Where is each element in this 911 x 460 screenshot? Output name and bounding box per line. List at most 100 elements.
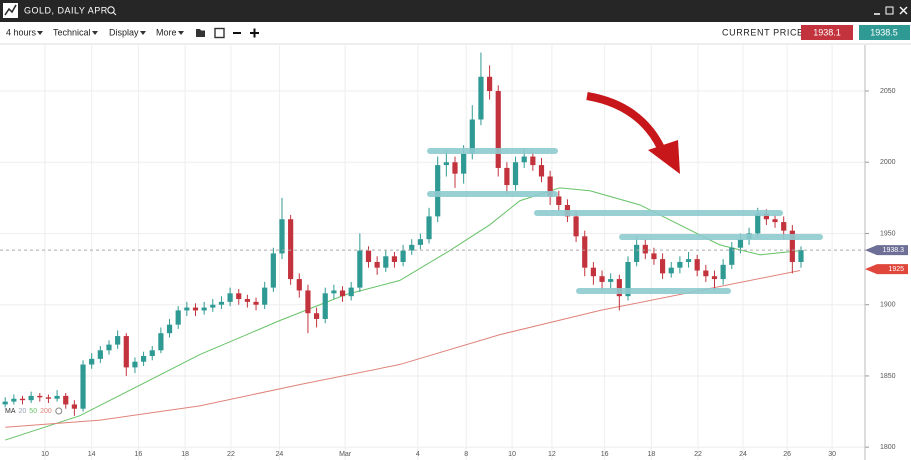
x-tick-label: 10 (508, 451, 516, 458)
candle-body (132, 361, 138, 368)
candle-body (573, 216, 579, 237)
caret (92, 31, 98, 35)
ma-legend-item: 50 (29, 408, 37, 415)
candle-body (435, 165, 441, 217)
candle-body (755, 213, 761, 234)
candle-body (720, 264, 726, 280)
zoom-in[interactable] (250, 28, 259, 38)
candle-body (322, 293, 328, 319)
candle-body (599, 276, 605, 282)
save-icon[interactable] (214, 27, 225, 39)
x-tick-label: 4 (416, 451, 420, 458)
candle-body (262, 287, 268, 305)
candle-body (504, 167, 510, 186)
x-tick-label: 18 (647, 451, 655, 458)
ma-legend-item: MA (5, 408, 16, 415)
candle-body (556, 196, 562, 205)
price-tag (865, 245, 908, 256)
candle-body (737, 239, 744, 248)
candle-body (443, 162, 449, 166)
x-tick-label: 22 (694, 451, 702, 458)
candle-body (166, 324, 173, 334)
candle-body (461, 153, 467, 174)
x-tick-label: 24 (275, 451, 283, 458)
menu-item[interactable]: Display (109, 27, 139, 37)
bid-box[interactable] (801, 25, 853, 40)
candle-body (772, 219, 778, 223)
caret (178, 31, 184, 35)
x-tick-label: Mar (339, 451, 352, 458)
candle-body (244, 299, 250, 302)
candle-body (798, 250, 804, 262)
candle-body (365, 250, 372, 262)
candle-body (296, 279, 302, 291)
candle-body (149, 350, 155, 356)
candle-body (512, 162, 519, 186)
candle-body (158, 333, 164, 351)
support-resistance-levels (427, 148, 823, 294)
candle-body (729, 247, 735, 265)
candle-body (227, 293, 233, 302)
candle-body (253, 301, 259, 305)
moving-average-line (5, 187, 801, 441)
candle-body (19, 398, 26, 401)
y-tick-label: 2000 (880, 159, 896, 166)
candle-body (625, 261, 631, 297)
candle-body (140, 356, 147, 362)
x-tick-label: 14 (88, 451, 96, 458)
candle-body (313, 313, 320, 319)
candle-body (685, 259, 692, 262)
search-icon[interactable] (107, 6, 115, 14)
toolbar (0, 22, 911, 44)
candle-body (608, 279, 614, 282)
close-button[interactable] (899, 6, 908, 15)
candle-body (582, 236, 588, 268)
candle-body (763, 213, 769, 220)
ma-legend-item: 200 (40, 408, 52, 415)
candle-body (175, 310, 181, 325)
candle-body (651, 253, 657, 260)
candle-body (409, 244, 415, 251)
menu-item[interactable]: Technical (53, 27, 91, 37)
y-tick-label: 1800 (880, 444, 896, 451)
bid-price: 1938.1 (813, 27, 841, 37)
x-tick-label: 10 (41, 451, 49, 458)
candle-body (478, 76, 484, 120)
candle-body (694, 259, 700, 271)
candle-body (201, 307, 207, 311)
candle-body (339, 290, 346, 297)
y-tick-label: 1850 (880, 373, 896, 380)
ma-settings[interactable] (55, 407, 63, 415)
menu-item[interactable]: More (156, 27, 177, 37)
x-tick-label: 18 (181, 451, 189, 458)
caret (37, 31, 43, 35)
candle-body (452, 162, 458, 174)
maximize-button[interactable] (885, 6, 894, 15)
logo-mark (4, 4, 17, 16)
candle-body (383, 256, 389, 268)
candle-body (123, 336, 129, 368)
y-tick-label: 1900 (880, 302, 896, 309)
candle-body (80, 364, 86, 409)
candle-body (400, 250, 406, 262)
x-tick-label: 24 (739, 451, 747, 458)
candle-body (288, 219, 294, 280)
candle-body (374, 261, 380, 268)
candle-body (417, 239, 423, 245)
caret (140, 31, 146, 35)
candle-body (97, 350, 103, 359)
search-icon (113, 12, 117, 16)
ask-box[interactable] (859, 25, 910, 40)
candle-body (530, 156, 536, 166)
title-bar (0, 0, 911, 22)
candle-body (28, 395, 34, 401)
open-icon[interactable] (196, 29, 205, 37)
candle-body (331, 290, 337, 294)
candle-body (279, 219, 285, 254)
moving-average-line (5, 270, 801, 428)
ma-legend-item: 20 (19, 408, 27, 415)
plot-background (0, 45, 911, 460)
x-tick-label: 26 (783, 451, 791, 458)
interval-menu[interactable]: 4 hours (6, 27, 37, 37)
